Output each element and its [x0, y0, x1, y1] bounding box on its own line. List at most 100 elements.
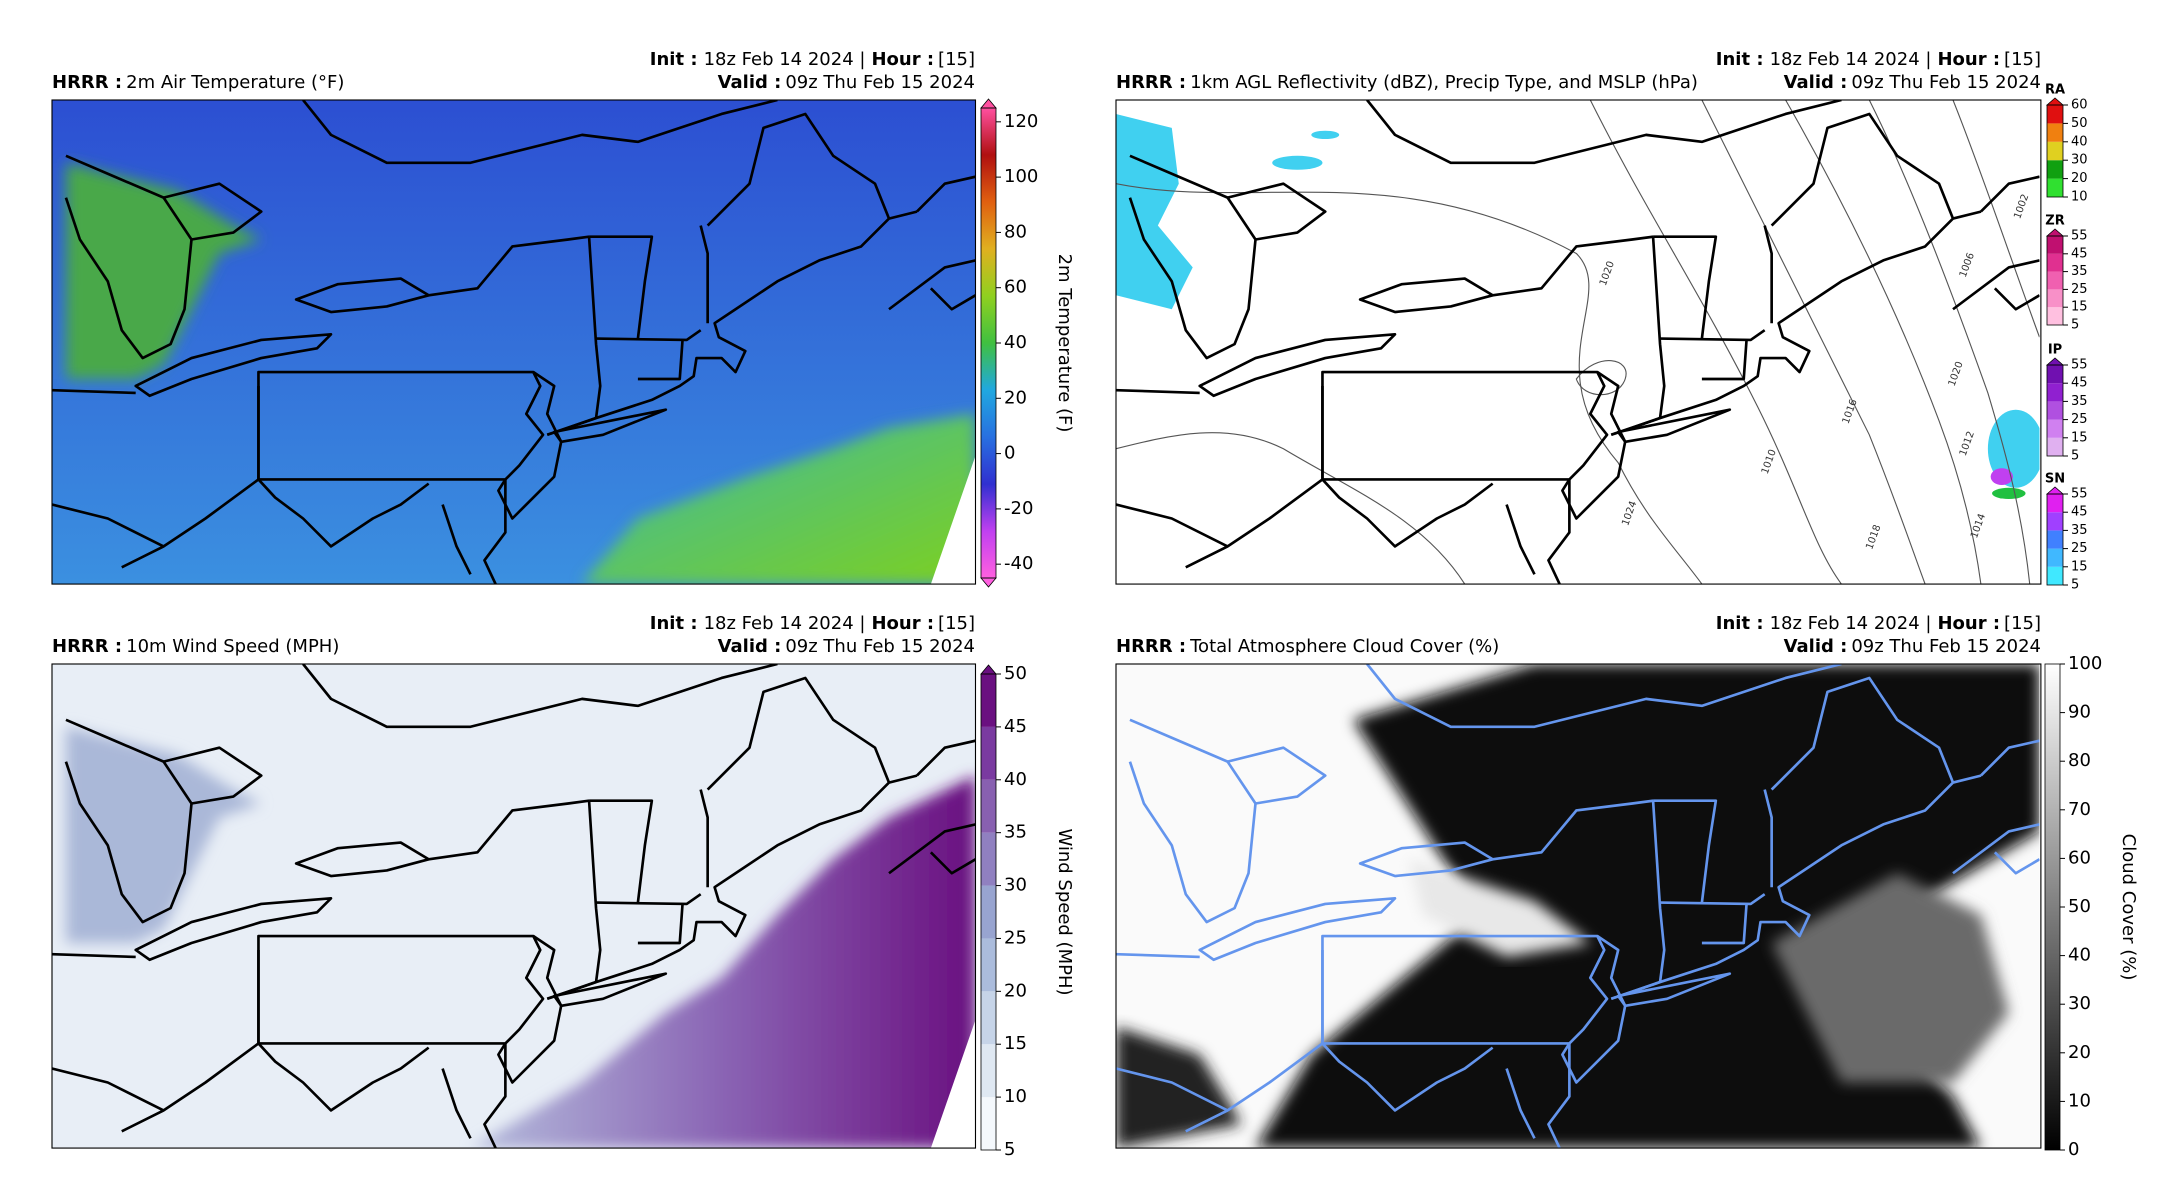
colorbar-tick-label: 80 — [1004, 221, 1027, 242]
colorbar-tick-label: 35 — [2071, 264, 2088, 279]
colorbar-fill — [981, 108, 996, 578]
model-label: HRRR : — [52, 72, 122, 93]
colorbar-tick-label: 55 — [2071, 229, 2088, 244]
colorbar-frame — [2046, 493, 2064, 586]
ocean-fill — [582, 413, 976, 585]
colorbar-tick-label: 25 — [2071, 541, 2088, 556]
init-value: 18z Feb 14 2024 | — [704, 49, 866, 70]
colorbar-band — [2047, 530, 2063, 549]
title-text: 10m Wind Speed (MPH) — [126, 636, 339, 657]
panel-title: HRRR :2m Air Temperature (°F) — [52, 72, 344, 93]
valid-line: Valid :09z Thu Feb 15 2024 — [718, 636, 975, 657]
sleet-area — [1990, 468, 2013, 486]
colorbar-tick-label: 60 — [1004, 277, 1027, 298]
map-fill — [1116, 100, 2040, 585]
snow-area — [1987, 409, 2040, 488]
valid-value: 09z Thu Feb 15 2024 — [785, 72, 975, 93]
colorbar-extend — [2045, 486, 2065, 495]
colorbar-tick-label: 60 — [2068, 847, 2091, 868]
map-frame — [51, 99, 977, 585]
colorbar-band — [981, 885, 996, 939]
snow-area — [1116, 113, 1193, 310]
colorbar-label: Cloud Cover (%) — [2118, 834, 2139, 981]
ocean-fill — [470, 775, 976, 1149]
colorbar-tick-label: 15 — [2071, 559, 2088, 574]
colorbar-band — [2047, 494, 2063, 513]
colorbar-band — [981, 1044, 996, 1098]
colorbar-band — [2047, 419, 2063, 438]
colorbar-tick-label: 0 — [1004, 443, 1015, 464]
hour-label: Hour : — [1937, 613, 2000, 634]
colorbar-band — [2047, 566, 2063, 585]
cloud-partial — [1771, 873, 2009, 1083]
hour-label: Hour : — [871, 613, 934, 634]
colorbar-tick-label: -40 — [1004, 553, 1033, 574]
colorbar-label: ZR — [2045, 214, 2064, 229]
colorbar-band — [981, 991, 996, 1045]
colorbar-tick-label: 20 — [1004, 980, 1027, 1001]
valid-value: 09z Thu Feb 15 2024 — [1851, 72, 2041, 93]
init-label: Init : — [1716, 613, 1764, 634]
map-frame — [1115, 663, 2042, 1149]
colorbar-tick-label: -20 — [1004, 498, 1033, 519]
title-text: 2m Air Temperature (°F) — [126, 72, 344, 93]
colorbar-tick-label: 40 — [1004, 332, 1027, 353]
colorbar-tick-label: 50 — [2068, 896, 2091, 917]
init-label: Init : — [650, 613, 698, 634]
colorbar-tick-label: 45 — [2071, 246, 2088, 261]
colorbar-tick-label: 5 — [2071, 318, 2079, 333]
init-value: 18z Feb 14 2024 | — [1770, 49, 1932, 70]
colorbar-label: SN — [2045, 472, 2065, 487]
colorbar-band — [981, 726, 996, 780]
colorbar-band — [981, 938, 996, 992]
colorbar-tick-label: 100 — [2068, 653, 2102, 674]
colorbar-band — [981, 779, 996, 833]
colorbar-band — [2047, 236, 2063, 254]
colorbar-extend — [2045, 357, 2065, 366]
colorbar-tick-label: 50 — [2071, 116, 2088, 131]
colorbar-frame — [2046, 364, 2064, 457]
colorbar-band — [2047, 289, 2063, 308]
colorbar-fill — [2045, 664, 2060, 1150]
isobar — [1952, 100, 2040, 338]
colorbar-tick-label: 35 — [2071, 394, 2088, 409]
lake-wind — [65, 726, 262, 943]
colorbar-tick-label: 15 — [2071, 430, 2088, 445]
background — [1116, 100, 2040, 585]
colorbar-tick-label: 30 — [1004, 875, 1027, 896]
colorbar-tick-label: 30 — [2068, 993, 2091, 1014]
hour-value: [15] — [938, 49, 975, 70]
valid-label: Valid : — [1784, 636, 1848, 657]
colorbar-tick-label: 35 — [2071, 523, 2088, 538]
isobar — [1575, 360, 1627, 396]
snow-area — [1311, 130, 1340, 140]
map-frame — [1115, 99, 2042, 585]
colorbar-tick-label: 120 — [1004, 111, 1038, 132]
colorbar-tick-label: 55 — [2071, 487, 2088, 502]
valid-line: Valid :09z Thu Feb 15 2024 — [1784, 72, 2041, 93]
hour-label: Hour : — [1937, 49, 2000, 70]
colorbar-tick-label: 15 — [1004, 1033, 1027, 1054]
colorbar-band — [2047, 437, 2063, 456]
init-label: Init : — [650, 49, 698, 70]
colorbar-tick-label: 35 — [1004, 822, 1027, 843]
hour-value: [15] — [938, 613, 975, 634]
colorbar-tick-label: 40 — [2071, 134, 2088, 149]
colorbar-extend — [980, 98, 997, 109]
valid-value: 09z Thu Feb 15 2024 — [1851, 636, 2041, 657]
colorbar-band — [2047, 178, 2063, 197]
no-data — [930, 455, 976, 585]
map-fill — [1116, 664, 2040, 1149]
colorbar-frame — [2046, 235, 2064, 326]
isobars — [1116, 100, 2040, 585]
colorbar-tick-label: 10 — [2068, 1090, 2091, 1111]
colorbar-tick-label: 0 — [2068, 1139, 2079, 1160]
colorbar-band — [2047, 548, 2063, 567]
hour-value: [15] — [2004, 613, 2041, 634]
colorbar-tick-label: 45 — [2071, 376, 2088, 391]
colorbar-tick-label: 45 — [1004, 716, 1027, 737]
colorbar-tick-label: 30 — [2071, 153, 2088, 168]
isobar — [1701, 100, 1926, 585]
colorbar-frame — [980, 673, 997, 1151]
colorbar-label: Wind Speed (MPH) — [1054, 828, 1075, 995]
